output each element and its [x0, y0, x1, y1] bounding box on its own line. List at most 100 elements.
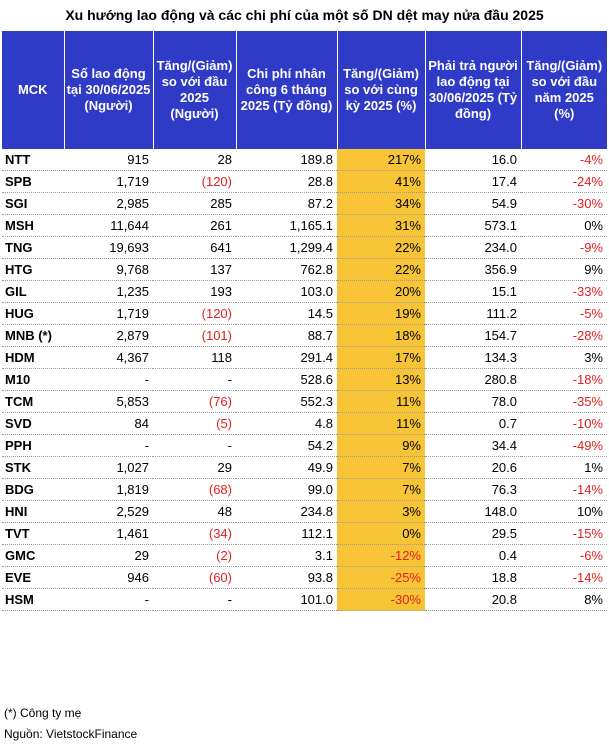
table-row: SPB 1,719 (120) 28.8 41% 17.4 -24%	[2, 170, 607, 193]
cell-tang-phai-tra: -28%	[521, 324, 607, 347]
header-row: MCK Số lao động tại 30/06/2025 (Người) T…	[2, 31, 607, 149]
cell-thay-doi-lao-dong: (101)	[153, 324, 236, 347]
cell-phai-tra: 29.5	[425, 522, 521, 545]
cell-lao-dong: 1,235	[64, 280, 153, 303]
cell-tang-phai-tra: -33%	[521, 280, 607, 303]
cell-tang-chi-phi: -30%	[337, 588, 425, 611]
cell-tang-chi-phi: 13%	[337, 368, 425, 391]
cell-chi-phi: 528.6	[236, 368, 337, 391]
cell-lao-dong: 5,853	[64, 390, 153, 413]
cell-mck: BDG	[2, 478, 64, 501]
cell-mck: HNI	[2, 500, 64, 523]
cell-mck: HTG	[2, 258, 64, 281]
cell-mck: PPH	[2, 434, 64, 457]
cell-chi-phi: 552.3	[236, 390, 337, 413]
cell-chi-phi: 1,165.1	[236, 214, 337, 237]
header-phai-tra: Phải trả người lao động tại 30/06/2025 (…	[424, 31, 521, 149]
table-row: STK 1,027 29 49.9 7% 20.6 1%	[2, 456, 607, 479]
table-row: MNB (*) 2,879 (101) 88.7 18% 154.7 -28%	[2, 324, 607, 347]
cell-thay-doi-lao-dong: 285	[153, 192, 236, 215]
cell-tang-chi-phi: 19%	[337, 302, 425, 325]
cell-phai-tra: 17.4	[425, 170, 521, 193]
cell-mck: SGI	[2, 192, 64, 215]
cell-lao-dong: 9,768	[64, 258, 153, 281]
cell-tang-phai-tra: -15%	[521, 522, 607, 545]
cell-lao-dong: 2,529	[64, 500, 153, 523]
cell-thay-doi-lao-dong: (120)	[153, 170, 236, 193]
cell-chi-phi: 87.2	[236, 192, 337, 215]
cell-tang-chi-phi: 3%	[337, 500, 425, 523]
cell-tang-chi-phi: -12%	[337, 544, 425, 567]
cell-mck: TCM	[2, 390, 64, 413]
cell-phai-tra: 134.3	[425, 346, 521, 369]
cell-chi-phi: 234.8	[236, 500, 337, 523]
cell-tang-phai-tra: 9%	[521, 258, 607, 281]
cell-tang-phai-tra: -6%	[521, 544, 607, 567]
cell-mck: STK	[2, 456, 64, 479]
cell-tang-chi-phi: -25%	[337, 566, 425, 589]
cell-mck: GIL	[2, 280, 64, 303]
table-row: HTG 9,768 137 762.8 22% 356.9 9%	[2, 258, 607, 281]
cell-thay-doi-lao-dong: -	[153, 588, 236, 611]
cell-tang-phai-tra: -14%	[521, 566, 607, 589]
cell-lao-dong: 1,027	[64, 456, 153, 479]
cell-tang-phai-tra: -4%	[521, 149, 607, 171]
cell-lao-dong: 1,719	[64, 170, 153, 193]
table-row: EVE 946 (60) 93.8 -25% 18.8 -14%	[2, 566, 607, 589]
cell-phai-tra: 280.8	[425, 368, 521, 391]
cell-tang-phai-tra: 3%	[521, 346, 607, 369]
cell-phai-tra: 148.0	[425, 500, 521, 523]
table-title: Xu hướng lao động và các chi phí của một…	[65, 7, 544, 23]
footnote: (*) Công ty mẹ	[4, 706, 82, 720]
cell-tang-chi-phi: 217%	[337, 149, 425, 171]
cell-tang-phai-tra: 8%	[521, 588, 607, 611]
table-row: PPH - -54.2 9% 34.4 -49%	[2, 434, 607, 457]
cell-chi-phi: 101.0	[236, 588, 337, 611]
cell-lao-dong: 19,693	[64, 236, 153, 259]
table-row: M10- -528.6 13% 280.8 -18%	[2, 368, 607, 391]
table-row: MSH 11,644 261 1,165.1 31% 573.1 0%	[2, 214, 607, 237]
table-row: HNI 2,529 48 234.8 3% 148.0 10%	[2, 500, 607, 523]
cell-tang-chi-phi: 22%	[337, 236, 425, 259]
cell-thay-doi-lao-dong: (2)	[153, 544, 236, 567]
cell-chi-phi: 14.5	[236, 302, 337, 325]
cell-phai-tra: 234.0	[425, 236, 521, 259]
cell-phai-tra: 0.4	[425, 544, 521, 567]
cell-tang-chi-phi: 11%	[337, 390, 425, 413]
cell-lao-dong: 915	[64, 149, 153, 171]
cell-thay-doi-lao-dong: 48	[153, 500, 236, 523]
cell-tang-chi-phi: 11%	[337, 412, 425, 435]
cell-phai-tra: 154.7	[425, 324, 521, 347]
labor-cost-table: MCK Số lao động tại 30/06/2025 (Người) T…	[2, 31, 607, 611]
cell-phai-tra: 34.4	[425, 434, 521, 457]
cell-tang-phai-tra: -30%	[521, 192, 607, 215]
cell-tang-chi-phi: 0%	[337, 522, 425, 545]
table-row: HDM 4,367 118 291.4 17% 134.3 3%	[2, 346, 607, 369]
cell-tang-chi-phi: 34%	[337, 192, 425, 215]
source-note: Nguồn: VietstockFinance	[4, 727, 138, 741]
table-row: SGI 2,985 285 87.2 34% 54.9 -30%	[2, 192, 607, 215]
cell-thay-doi-lao-dong: (5)	[153, 412, 236, 435]
header-mck: MCK	[2, 31, 64, 149]
cell-mck: GMC	[2, 544, 64, 567]
cell-mck: TNG	[2, 236, 64, 259]
cell-mck: HSM	[2, 588, 64, 611]
cell-thay-doi-lao-dong: (120)	[153, 302, 236, 325]
cell-thay-doi-lao-dong: 28	[153, 149, 236, 171]
cell-mck: TVT	[2, 522, 64, 545]
cell-phai-tra: 15.1	[425, 280, 521, 303]
header-thay-doi-lao-dong: Tăng/(Giảm) so với đầu 2025 (Người)	[152, 31, 236, 149]
cell-phai-tra: 54.9	[425, 192, 521, 215]
cell-thay-doi-lao-dong: 193	[153, 280, 236, 303]
cell-chi-phi: 103.0	[236, 280, 337, 303]
cell-tang-phai-tra: -14%	[521, 478, 607, 501]
cell-tang-chi-phi: 31%	[337, 214, 425, 237]
cell-mck: SVD	[2, 412, 64, 435]
table-row: TVT 1,461 (34) 112.1 0% 29.5 -15%	[2, 522, 607, 545]
cell-thay-doi-lao-dong: (76)	[153, 390, 236, 413]
header-chi-phi-nhan-cong: Chi phí nhân công 6 tháng 2025 (Tỷ đồng)	[235, 31, 337, 149]
cell-lao-dong: 4,367	[64, 346, 153, 369]
cell-tang-chi-phi: 18%	[337, 324, 425, 347]
cell-mck: NTT	[2, 149, 64, 171]
cell-thay-doi-lao-dong: (60)	[153, 566, 236, 589]
